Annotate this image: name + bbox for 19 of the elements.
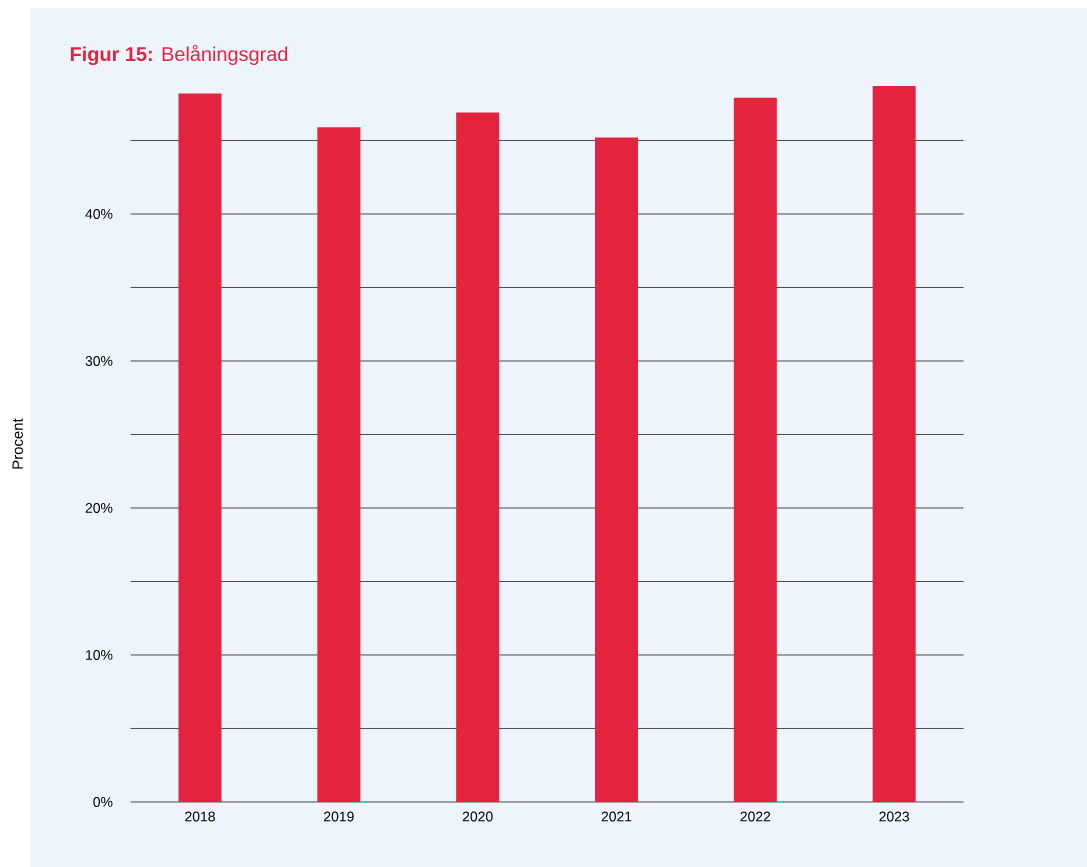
bar bbox=[733, 97, 777, 802]
x-tick-label: 2020 bbox=[462, 811, 493, 822]
x-tick-label: 2018 bbox=[185, 811, 215, 822]
bar bbox=[595, 137, 639, 802]
x-tick-label: 2021 bbox=[601, 811, 632, 822]
x-tick-label: 2022 bbox=[740, 811, 771, 822]
y-tick-label: 0% bbox=[93, 797, 113, 807]
y-tick-label: 30% bbox=[85, 356, 113, 366]
chart-title: Figur 15: Belåningsgrad bbox=[70, 44, 288, 66]
y-tick-label: 10% bbox=[86, 650, 113, 660]
bar bbox=[872, 86, 916, 802]
y-tick-label: 20% bbox=[85, 503, 113, 513]
x-tick-label: 2023 bbox=[879, 811, 910, 822]
y-tick-label: 40% bbox=[85, 209, 113, 219]
x-tick-label: 2019 bbox=[324, 811, 354, 822]
y-axis-title: Procent bbox=[12, 418, 23, 469]
bar bbox=[456, 112, 500, 802]
bar bbox=[317, 127, 361, 802]
bar bbox=[178, 93, 222, 802]
